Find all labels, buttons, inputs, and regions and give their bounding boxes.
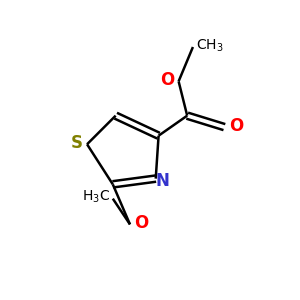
Text: O: O bbox=[134, 214, 148, 232]
Text: H$_3$C: H$_3$C bbox=[82, 189, 110, 206]
Text: O: O bbox=[160, 71, 174, 89]
Text: O: O bbox=[229, 117, 243, 135]
Text: N: N bbox=[156, 172, 170, 190]
Text: S: S bbox=[71, 134, 83, 152]
Text: CH$_3$: CH$_3$ bbox=[196, 38, 224, 54]
